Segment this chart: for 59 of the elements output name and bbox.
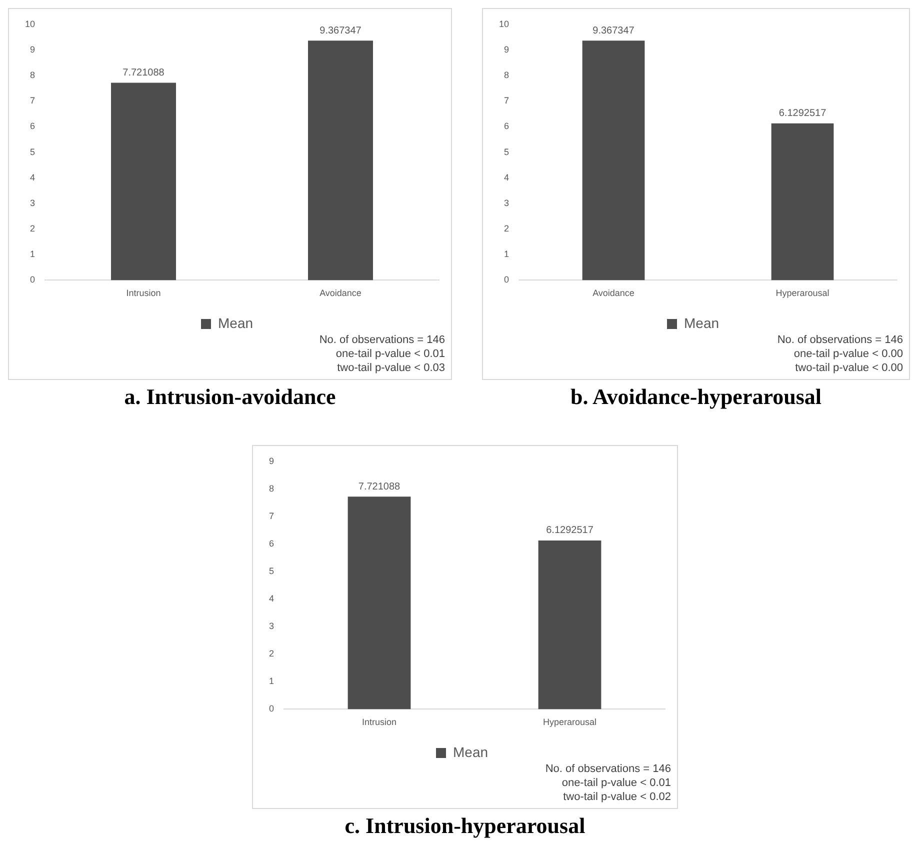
y-tick-label: 10 — [498, 18, 510, 29]
text: two-tail p-value < 0.03 — [336, 361, 445, 375]
y-tick-label: 5 — [504, 146, 510, 157]
y-tick-label: 8 — [504, 70, 510, 80]
data-label: 7.721088 — [358, 481, 401, 492]
data-label: 6.1292517 — [546, 525, 594, 536]
y-tick-label: 1 — [504, 249, 510, 260]
y-tick-label: 7 — [504, 96, 510, 106]
y-tick-label: 6 — [268, 538, 274, 548]
y-tick-label: 0 — [268, 704, 274, 714]
x-tick-label: Intrusion — [126, 288, 161, 298]
y-tick-label: 2 — [268, 648, 274, 659]
x-tick-label: Hyperarousal — [776, 288, 830, 298]
y-tick-label: 0 — [30, 274, 36, 285]
y-tick-label: 6 — [504, 121, 510, 132]
legend-label: Mean — [452, 744, 488, 760]
x-tick-label: Avoidance — [592, 288, 634, 298]
data-label: 9.367347 — [320, 25, 362, 36]
text: one-tail p-value < 0.00 — [792, 347, 903, 361]
y-tick-label: 4 — [268, 594, 274, 604]
y-tick-label: 4 — [504, 172, 510, 182]
text: No. of observations = 146 — [777, 333, 903, 347]
x-tick-label: Intrusion — [362, 717, 397, 728]
y-tick-label: 3 — [268, 621, 274, 632]
y-tick-label: 0 — [504, 274, 510, 285]
y-tick-label: 9 — [504, 44, 510, 54]
data-label: 9.367347 — [592, 25, 635, 36]
y-tick-label: 7 — [30, 96, 36, 106]
text: two-tail p-value < 0.00 — [794, 361, 903, 375]
data-label: 7.721088 — [122, 67, 165, 78]
y-tick-label: 1 — [268, 676, 274, 686]
text: b. Avoidance-hyperarousal — [570, 384, 822, 410]
y-tick-label: 5 — [268, 566, 274, 576]
y-tick-label: 9 — [268, 456, 274, 466]
y-tick-label: 6 — [30, 121, 36, 132]
text: a. Intrusion-avoidance — [123, 384, 337, 410]
text: c. Intrusion-hyperarousal — [344, 813, 586, 839]
y-tick-label: 8 — [30, 70, 36, 80]
text: two-tail p-value < 0.02 — [562, 790, 671, 804]
y-tick-label: 3 — [504, 198, 510, 208]
y-tick-label: 2 — [504, 224, 510, 234]
legend-label: Mean — [218, 314, 254, 331]
y-tick-label: 3 — [30, 198, 36, 208]
y-tick-label: 10 — [24, 18, 36, 29]
x-tick-label: Hyperarousal — [542, 717, 597, 728]
text: No. of observations = 146 — [545, 762, 671, 776]
y-tick-label: 1 — [30, 249, 36, 260]
legend-label: Mean — [684, 314, 720, 331]
data-label: 6.1292517 — [778, 108, 827, 120]
y-tick-label: 4 — [30, 172, 36, 182]
text: one-tail p-value < 0.01 — [560, 776, 671, 790]
text: No. of observations = 146 — [319, 333, 445, 347]
y-tick-label: 7 — [268, 510, 274, 521]
x-tick-label: Avoidance — [320, 288, 362, 298]
y-tick-label: 9 — [30, 44, 36, 54]
y-tick-label: 8 — [268, 483, 274, 494]
y-tick-label: 2 — [30, 224, 36, 234]
y-tick-label: 5 — [30, 146, 36, 157]
text: one-tail p-value < 0.01 — [334, 347, 445, 361]
